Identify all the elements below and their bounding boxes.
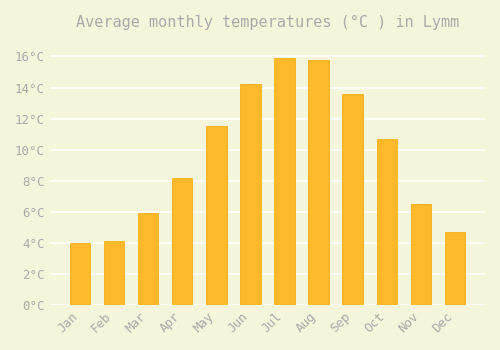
Bar [70,243,90,305]
Bar [206,126,227,305]
Title: Average monthly temperatures (°C ) in Lymm: Average monthly temperatures (°C ) in Ly… [76,15,459,30]
Bar [445,232,465,305]
Bar [172,178,193,305]
Bar [138,214,158,305]
Bar [104,241,124,305]
Bar [308,60,329,305]
Bar [376,139,397,305]
Bar [342,94,363,305]
Bar [274,58,294,305]
Bar [240,84,260,305]
Bar [410,204,431,305]
